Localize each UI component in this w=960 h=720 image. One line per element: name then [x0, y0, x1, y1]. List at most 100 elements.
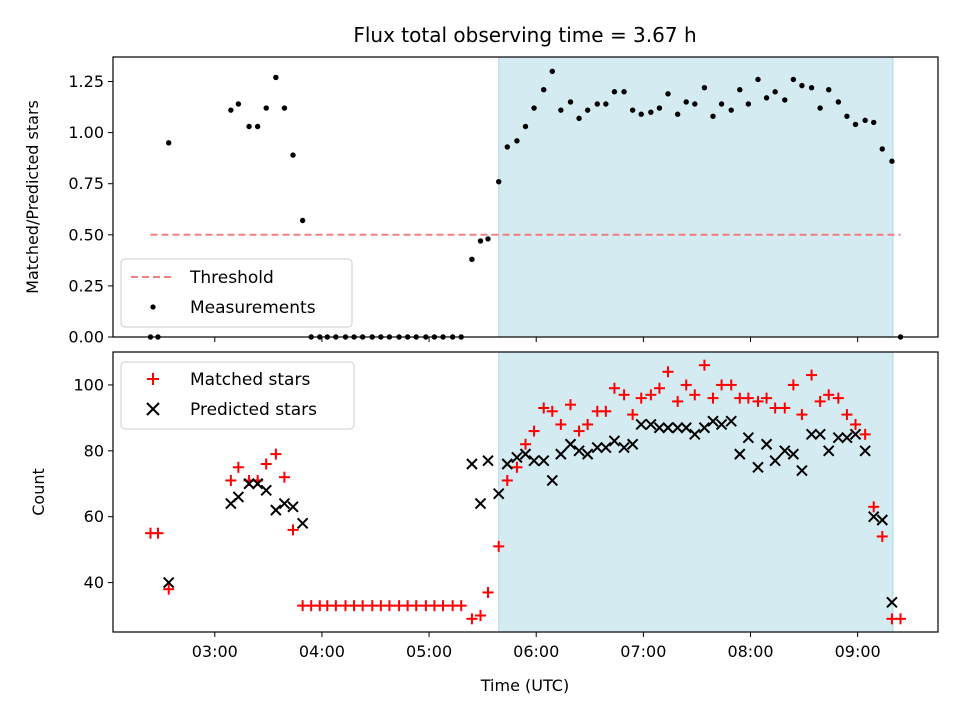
predicted-star-point — [600, 441, 612, 454]
matched-legend-label: Matched stars — [190, 370, 310, 390]
matched-star-point — [850, 418, 861, 430]
measurement-point — [844, 113, 850, 119]
predicted-star-point — [779, 445, 791, 457]
measurement-point — [629, 107, 636, 113]
matched-star-point — [707, 392, 719, 404]
measurement-point — [584, 107, 591, 113]
matched-star-point — [779, 402, 791, 414]
predicted-star-point — [886, 596, 898, 609]
matched-star-point — [859, 428, 871, 440]
predicted-star-point — [868, 510, 880, 523]
predicted-star-point — [841, 431, 853, 444]
matched-star-point — [841, 409, 853, 421]
measurement-point — [541, 87, 547, 93]
measurement-point — [772, 89, 778, 95]
matched-star-point — [555, 418, 567, 430]
matched-star-point — [716, 379, 728, 391]
matched-star-point — [787, 379, 799, 391]
bottom-y-tick-label: 80 — [84, 441, 104, 460]
bottom-x-tick-label: 07:00 — [620, 642, 666, 661]
matched-star-point — [806, 369, 818, 381]
matched-star-point — [511, 461, 523, 473]
predicted-star-point — [528, 454, 540, 467]
matched-star-point — [608, 382, 620, 394]
measurement-point — [228, 107, 234, 113]
predicted-star-point — [482, 454, 494, 467]
predicted-star-point — [511, 451, 523, 464]
predicted-star-point — [591, 441, 603, 454]
predicted-star-point — [251, 478, 264, 490]
measurement-point — [879, 146, 885, 152]
predicted-star-point — [564, 438, 577, 450]
bottom-x-ticks: 03:00 04:00 05:00 06:00 07:00 08:00 09:00 — [192, 632, 881, 661]
matched-star-point — [752, 395, 764, 407]
predicted-star-point — [680, 422, 692, 434]
measurement-point — [889, 158, 895, 164]
matched-star-point — [455, 600, 467, 612]
top-x-ticks — [214, 337, 859, 342]
measurement-point — [683, 99, 689, 105]
matched-star-point — [225, 474, 237, 486]
measurement-point — [665, 91, 671, 97]
predicted-star-point — [734, 448, 746, 460]
top-y-ticks: 0.00 0.25 0.50 0.75 1.00 1.25 — [68, 72, 113, 347]
top-panel: Flux total observing time = 3.67 h 0.000… — [23, 23, 939, 347]
measurement-point — [648, 109, 654, 115]
matched-star-point — [573, 425, 585, 437]
matched-star-point — [232, 461, 244, 473]
measurement-point — [808, 84, 815, 91]
top-chart-title: Flux total observing time = 3.67 h — [353, 23, 696, 47]
measurement-point — [477, 238, 484, 244]
matched-star-point — [600, 405, 612, 417]
predicted-star-point — [805, 428, 818, 441]
measurement-point — [603, 101, 609, 107]
predicted-star-point — [232, 491, 245, 503]
predicted-star-point — [849, 428, 862, 441]
matched-star-point — [475, 610, 486, 622]
predicted-star-point — [243, 478, 255, 490]
matched-star-point — [627, 409, 639, 421]
matched-star-point — [635, 392, 647, 404]
matched-star-point — [814, 395, 826, 407]
measurement-point — [504, 144, 510, 150]
matched-star-point — [260, 458, 272, 470]
matched-star-point — [832, 392, 844, 404]
measurement-point — [281, 105, 288, 111]
predicted-star-point — [608, 435, 621, 447]
predicted-star-point — [715, 418, 728, 431]
bottom-shaded-span — [498, 351, 894, 633]
predicted-star-point — [760, 438, 773, 450]
measurement-point — [638, 111, 644, 117]
measurement-point — [852, 121, 859, 128]
bottom-y-tick-label: 100 — [73, 375, 104, 394]
measurement-point — [594, 101, 600, 107]
predicted-star-point — [752, 461, 764, 474]
matched-star-point — [698, 359, 710, 371]
top-y-tick-label: 0.25 — [68, 276, 104, 295]
bottom-x-tick-label: 08:00 — [727, 642, 773, 661]
measurement-point — [826, 87, 832, 93]
measurement-point — [871, 119, 877, 126]
measurement-point — [558, 107, 564, 113]
matched-star-point — [466, 613, 478, 625]
matched-star-point — [163, 583, 175, 595]
matched-star-point — [653, 382, 665, 394]
matched-star-point — [565, 399, 576, 411]
matched-star-point — [437, 600, 449, 612]
matched-star-point — [672, 395, 684, 407]
predicted-star-point — [689, 428, 701, 441]
bottom-panel: 40 60 80 100 03:00 04:00 05:00 06:00 07:00 08:00… — [29, 351, 939, 695]
predicted-star-point — [287, 501, 299, 513]
matched-star-point — [769, 402, 781, 414]
measurement-point — [674, 111, 681, 117]
count-points — [145, 359, 906, 625]
bottom-y-ticks: 40 60 80 100 — [73, 375, 113, 592]
predicted-star-point — [493, 487, 505, 500]
matched-star-point — [528, 425, 540, 437]
predicted-star-point — [519, 448, 532, 460]
measurement-point — [737, 87, 743, 93]
matched-star-point — [538, 402, 550, 414]
predicted-star-point — [645, 418, 657, 431]
predicted-star-point — [538, 454, 550, 467]
